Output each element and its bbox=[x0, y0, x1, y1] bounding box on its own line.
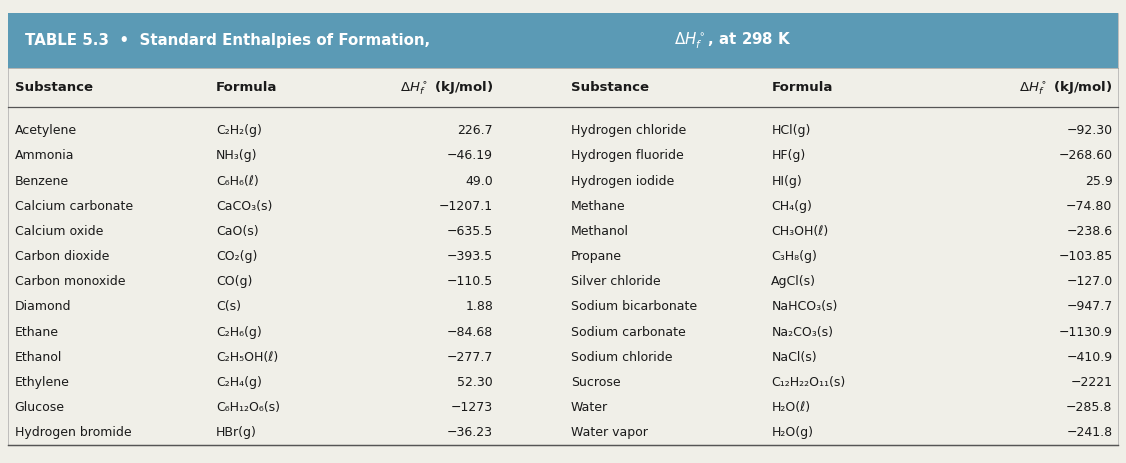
Text: H₂O(g): H₂O(g) bbox=[771, 426, 813, 439]
Text: −241.8: −241.8 bbox=[1066, 426, 1112, 439]
Text: H₂O(ℓ): H₂O(ℓ) bbox=[771, 401, 811, 414]
Text: Substance: Substance bbox=[15, 81, 92, 94]
Text: $\Delta H_f^\circ$ (kJ/mol): $\Delta H_f^\circ$ (kJ/mol) bbox=[1019, 79, 1112, 97]
Text: −238.6: −238.6 bbox=[1066, 225, 1112, 238]
Text: Hydrogen chloride: Hydrogen chloride bbox=[571, 124, 686, 137]
Text: −127.0: −127.0 bbox=[1066, 275, 1112, 288]
Text: Water vapor: Water vapor bbox=[571, 426, 647, 439]
Text: HI(g): HI(g) bbox=[771, 175, 802, 188]
Text: Ammonia: Ammonia bbox=[15, 150, 74, 163]
Text: Na₂CO₃(s): Na₂CO₃(s) bbox=[771, 325, 833, 338]
Text: −635.5: −635.5 bbox=[447, 225, 493, 238]
Text: −74.80: −74.80 bbox=[1066, 200, 1112, 213]
Text: −84.68: −84.68 bbox=[447, 325, 493, 338]
Text: −947.7: −947.7 bbox=[1066, 300, 1112, 313]
Text: CO₂(g): CO₂(g) bbox=[216, 250, 258, 263]
Text: CH₃OH(ℓ): CH₃OH(ℓ) bbox=[771, 225, 829, 238]
Text: −103.85: −103.85 bbox=[1058, 250, 1112, 263]
Text: Glucose: Glucose bbox=[15, 401, 64, 414]
Text: Substance: Substance bbox=[571, 81, 649, 94]
Text: AgCl(s): AgCl(s) bbox=[771, 275, 816, 288]
Text: Ethylene: Ethylene bbox=[15, 376, 70, 389]
Text: −1273: −1273 bbox=[452, 401, 493, 414]
Text: −277.7: −277.7 bbox=[447, 351, 493, 364]
Text: NH₃(g): NH₃(g) bbox=[216, 150, 258, 163]
Text: NaCl(s): NaCl(s) bbox=[771, 351, 817, 364]
Text: Sodium carbonate: Sodium carbonate bbox=[571, 325, 686, 338]
Text: C₃H₈(g): C₃H₈(g) bbox=[771, 250, 817, 263]
Text: Water: Water bbox=[571, 401, 608, 414]
Text: $\Delta H_f^\circ$ (kJ/mol): $\Delta H_f^\circ$ (kJ/mol) bbox=[400, 79, 493, 97]
Text: HCl(g): HCl(g) bbox=[771, 124, 811, 137]
FancyBboxPatch shape bbox=[8, 13, 1118, 68]
Text: C₁₂H₂₂O₁₁(s): C₁₂H₂₂O₁₁(s) bbox=[771, 376, 846, 389]
Text: −92.30: −92.30 bbox=[1066, 124, 1112, 137]
Text: −393.5: −393.5 bbox=[447, 250, 493, 263]
Text: −110.5: −110.5 bbox=[447, 275, 493, 288]
Text: 25.9: 25.9 bbox=[1084, 175, 1112, 188]
Text: Carbon dioxide: Carbon dioxide bbox=[15, 250, 109, 263]
Text: −2221: −2221 bbox=[1071, 376, 1112, 389]
Text: 49.0: 49.0 bbox=[465, 175, 493, 188]
Text: Propane: Propane bbox=[571, 250, 622, 263]
Text: −410.9: −410.9 bbox=[1066, 351, 1112, 364]
Text: C₂H₄(g): C₂H₄(g) bbox=[216, 376, 262, 389]
Text: Hydrogen bromide: Hydrogen bromide bbox=[15, 426, 132, 439]
Text: −1207.1: −1207.1 bbox=[439, 200, 493, 213]
Text: Hydrogen fluoride: Hydrogen fluoride bbox=[571, 150, 683, 163]
Text: Calcium carbonate: Calcium carbonate bbox=[15, 200, 133, 213]
Text: Sodium chloride: Sodium chloride bbox=[571, 351, 672, 364]
Text: TABLE 5.3  •  Standard Enthalpies of Formation,: TABLE 5.3 • Standard Enthalpies of Forma… bbox=[25, 33, 435, 48]
Text: −268.60: −268.60 bbox=[1058, 150, 1112, 163]
Text: HF(g): HF(g) bbox=[771, 150, 805, 163]
Text: 52.30: 52.30 bbox=[457, 376, 493, 389]
Text: Methane: Methane bbox=[571, 200, 626, 213]
Text: −46.19: −46.19 bbox=[447, 150, 493, 163]
Text: Silver chloride: Silver chloride bbox=[571, 275, 661, 288]
Text: Ethanol: Ethanol bbox=[15, 351, 62, 364]
Text: C₂H₆(g): C₂H₆(g) bbox=[216, 325, 262, 338]
Text: NaHCO₃(s): NaHCO₃(s) bbox=[771, 300, 838, 313]
Text: 1.88: 1.88 bbox=[465, 300, 493, 313]
Text: Ethane: Ethane bbox=[15, 325, 59, 338]
Text: Formula: Formula bbox=[216, 81, 278, 94]
Text: C(s): C(s) bbox=[216, 300, 241, 313]
Text: CH₄(g): CH₄(g) bbox=[771, 200, 812, 213]
Text: CO(g): CO(g) bbox=[216, 275, 252, 288]
Text: C₂H₂(g): C₂H₂(g) bbox=[216, 124, 262, 137]
Text: −1130.9: −1130.9 bbox=[1058, 325, 1112, 338]
Text: C₆H₆(ℓ): C₆H₆(ℓ) bbox=[216, 175, 259, 188]
Text: Benzene: Benzene bbox=[15, 175, 69, 188]
Text: Formula: Formula bbox=[771, 81, 833, 94]
Text: CaO(s): CaO(s) bbox=[216, 225, 259, 238]
Text: Carbon monoxide: Carbon monoxide bbox=[15, 275, 125, 288]
Text: Diamond: Diamond bbox=[15, 300, 71, 313]
Text: Sucrose: Sucrose bbox=[571, 376, 620, 389]
Text: $\Delta H_f^\circ$, at 298 K: $\Delta H_f^\circ$, at 298 K bbox=[673, 30, 792, 50]
Text: −285.8: −285.8 bbox=[1066, 401, 1112, 414]
Text: Methanol: Methanol bbox=[571, 225, 629, 238]
Text: 226.7: 226.7 bbox=[457, 124, 493, 137]
Text: Sodium bicarbonate: Sodium bicarbonate bbox=[571, 300, 697, 313]
Text: Acetylene: Acetylene bbox=[15, 124, 77, 137]
Text: C₆H₁₂O₆(s): C₆H₁₂O₆(s) bbox=[216, 401, 280, 414]
Text: Calcium oxide: Calcium oxide bbox=[15, 225, 102, 238]
Text: HBr(g): HBr(g) bbox=[216, 426, 257, 439]
Text: Hydrogen iodide: Hydrogen iodide bbox=[571, 175, 674, 188]
Text: −36.23: −36.23 bbox=[447, 426, 493, 439]
Text: CaCO₃(s): CaCO₃(s) bbox=[216, 200, 272, 213]
Text: C₂H₅OH(ℓ): C₂H₅OH(ℓ) bbox=[216, 351, 278, 364]
